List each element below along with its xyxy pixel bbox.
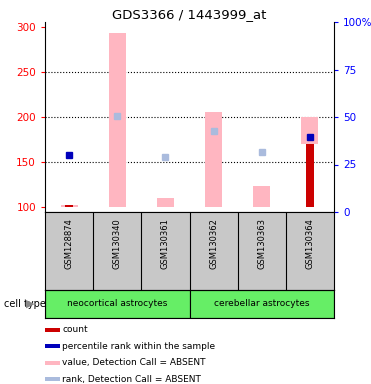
- Text: count: count: [62, 325, 88, 334]
- Bar: [302, 117, 318, 144]
- Bar: [60, 205, 78, 207]
- Title: GDS3366 / 1443999_at: GDS3366 / 1443999_at: [112, 8, 267, 21]
- Text: GSM130362: GSM130362: [209, 218, 218, 269]
- Text: GSM130340: GSM130340: [113, 218, 122, 269]
- Text: percentile rank within the sample: percentile rank within the sample: [62, 342, 216, 351]
- Bar: [65, 205, 73, 207]
- Bar: [253, 186, 270, 207]
- Text: value, Detection Call = ABSENT: value, Detection Call = ABSENT: [62, 358, 206, 367]
- Text: cerebellar astrocytes: cerebellar astrocytes: [214, 300, 309, 308]
- Bar: [45, 328, 60, 332]
- Bar: [157, 199, 174, 207]
- Bar: [45, 377, 60, 381]
- Text: neocortical astrocytes: neocortical astrocytes: [67, 300, 167, 308]
- Text: rank, Detection Call = ABSENT: rank, Detection Call = ABSENT: [62, 375, 201, 384]
- Bar: [205, 112, 222, 207]
- Text: GSM130361: GSM130361: [161, 218, 170, 269]
- Bar: [45, 290, 190, 318]
- Text: GSM130363: GSM130363: [257, 218, 266, 269]
- Text: ▶: ▶: [26, 299, 35, 309]
- Bar: [109, 33, 126, 207]
- Text: GSM128874: GSM128874: [65, 218, 73, 269]
- Bar: [306, 144, 314, 207]
- Bar: [45, 361, 60, 365]
- Text: GSM130364: GSM130364: [305, 218, 314, 269]
- Text: cell type: cell type: [4, 299, 46, 309]
- Bar: [45, 344, 60, 348]
- Bar: [190, 290, 334, 318]
